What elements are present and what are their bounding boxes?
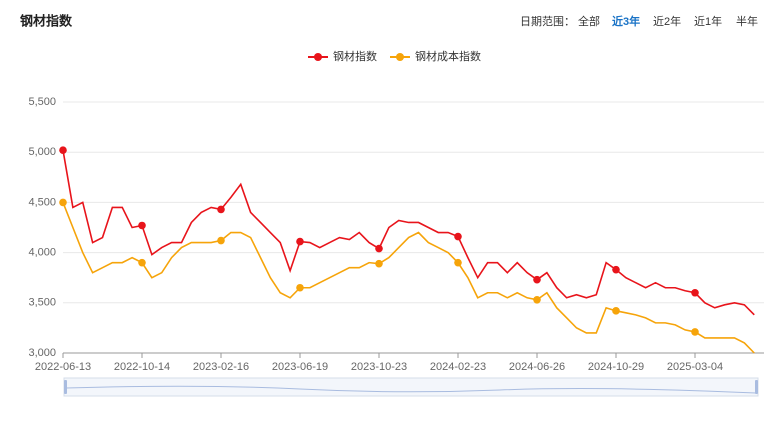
- legend-marker: [314, 53, 322, 61]
- x-tick-label: 2025-03-04: [667, 361, 723, 373]
- range-option[interactable]: 近2年: [653, 14, 681, 28]
- x-tick-label: 2022-06-13: [35, 361, 91, 373]
- point-marker: [138, 221, 146, 230]
- point-marker: [612, 307, 620, 315]
- x-tick-label: 2024-10-29: [588, 361, 644, 373]
- point-marker: [296, 283, 304, 292]
- point-marker: [217, 205, 225, 214]
- slider-handle[interactable]: [64, 380, 67, 394]
- x-tick-label: 2023-06-19: [272, 361, 328, 373]
- point-marker: [691, 328, 699, 336]
- point-marker: [454, 232, 462, 241]
- x-tick-label: 2024-02-23: [430, 361, 486, 373]
- x-tick-label: 2023-02-16: [193, 361, 249, 373]
- y-tick-label: 3,000: [28, 347, 56, 359]
- legend-label: 钢材指数: [333, 49, 377, 63]
- range-label: 日期范围：: [520, 14, 575, 28]
- range-option[interactable]: 近1年: [694, 14, 722, 28]
- point-marker: [533, 295, 541, 304]
- slider-preview: [65, 385, 757, 394]
- point-marker: [612, 265, 620, 274]
- point-marker: [691, 288, 699, 297]
- y-tick-label: 3,500: [28, 297, 56, 309]
- y-tick-label: 4,500: [28, 196, 56, 208]
- y-tick-label: 5,500: [28, 96, 56, 108]
- point-marker: [217, 236, 225, 245]
- point-marker: [59, 146, 67, 154]
- point-marker: [296, 237, 304, 246]
- range-option[interactable]: 半年: [736, 14, 758, 28]
- x-tick-label: 2022-10-14: [114, 361, 170, 373]
- series-line: [62, 202, 755, 354]
- y-tick-label: 4,000: [28, 247, 56, 259]
- point-marker: [454, 258, 462, 267]
- legend-label: 钢材成本指数: [415, 49, 481, 63]
- page-title: 钢材指数: [20, 13, 73, 28]
- point-marker: [375, 244, 383, 253]
- x-tick-label: 2024-06-26: [509, 361, 565, 373]
- range-option[interactable]: 全部: [578, 14, 600, 28]
- x-tick-label: 2023-10-23: [351, 361, 407, 373]
- legend-marker: [396, 53, 404, 61]
- point-marker: [138, 258, 146, 267]
- point-marker: [533, 275, 541, 284]
- point-marker: [375, 259, 383, 268]
- slider-handle[interactable]: [755, 380, 758, 394]
- zoom-slider[interactable]: [63, 377, 759, 397]
- point-marker: [59, 198, 67, 207]
- series-line: [62, 150, 755, 316]
- range-option[interactable]: 近3年: [612, 14, 640, 28]
- y-tick-label: 5,000: [28, 146, 56, 158]
